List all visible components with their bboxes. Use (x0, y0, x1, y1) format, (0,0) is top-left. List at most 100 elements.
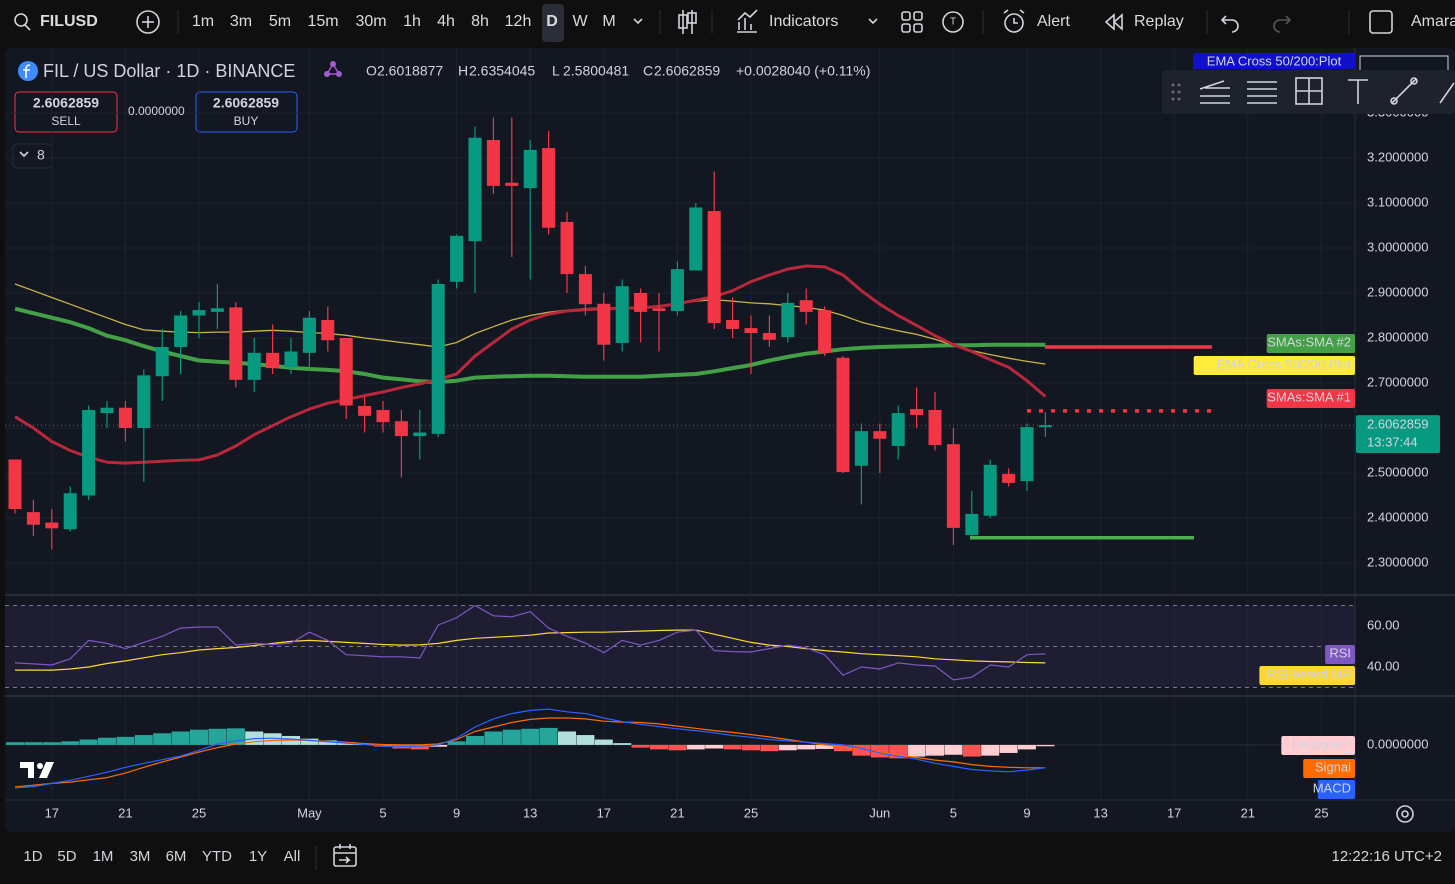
candle-body (192, 310, 206, 316)
candle-body (266, 352, 280, 369)
histogram-bar (190, 729, 208, 745)
range-button[interactable]: 1M (93, 848, 114, 865)
series-label: SMAs:SMA #1 (1267, 389, 1351, 404)
settings-icon[interactable] (1396, 805, 1414, 823)
histogram-bar (576, 735, 595, 745)
indicator-toggle[interactable] (12, 143, 53, 169)
y-tick-label: 2.8000000 (1367, 329, 1428, 344)
range-button[interactable]: 3M (130, 848, 151, 865)
spread: 0.0000000 (128, 104, 185, 118)
histogram-bar (447, 741, 466, 745)
histogram-bar (613, 743, 632, 745)
histogram-bar (705, 744, 724, 749)
candle-body (229, 307, 243, 380)
sell-price[interactable]: 2.6062859 (33, 95, 99, 111)
histogram-bar (1036, 744, 1055, 747)
x-tick-label: 21 (118, 805, 132, 820)
candle-body (302, 317, 316, 353)
sell-button[interactable] (14, 91, 118, 133)
histogram-bar (981, 744, 1000, 756)
candle-body (652, 308, 666, 311)
clock[interactable]: 12:22:16 UTC+2 (1332, 848, 1443, 865)
indicators-button[interactable]: Indicators (769, 13, 838, 30)
interval-button[interactable]: 15m (307, 13, 338, 30)
y-tick-label: 60.00 (1367, 617, 1400, 632)
user-name[interactable]: Amara (1411, 13, 1455, 30)
replay-button[interactable]: Replay (1134, 13, 1184, 30)
candle-body (597, 303, 611, 345)
range-button[interactable]: 5D (57, 848, 76, 865)
buy-label[interactable]: BUY (234, 114, 259, 128)
interval-button[interactable]: 30m (355, 13, 386, 30)
candle-body (946, 444, 960, 528)
interval-button[interactable]: M (602, 13, 615, 30)
range-button[interactable]: 6M (166, 848, 187, 865)
x-tick-label: 25 (744, 805, 758, 820)
histogram-bar (631, 744, 650, 748)
candle-body (26, 512, 40, 525)
interval-button[interactable]: 1m (192, 13, 214, 30)
indicator-line (15, 629, 1046, 671)
histogram-bar (153, 733, 172, 745)
range-button[interactable]: 1D (23, 848, 42, 865)
interval-button[interactable]: 12h (505, 13, 532, 30)
candle-body (891, 413, 905, 446)
date-range-icon[interactable] (333, 844, 357, 867)
drawing-tools (1171, 77, 1455, 105)
top-tag: EMA Cross 50/200:Plot (1207, 53, 1342, 68)
histogram-bar (539, 727, 558, 745)
histogram-bar (484, 731, 503, 745)
histogram-bar (760, 744, 779, 752)
candle-body (560, 221, 574, 275)
interval-button[interactable]: 4h (437, 13, 455, 30)
interval-button[interactable]: 1h (403, 13, 421, 30)
interval-button[interactable]: 8h (471, 13, 489, 30)
x-tick-label: 25 (1314, 805, 1328, 820)
histogram-bar (429, 744, 448, 747)
candle-body (910, 409, 924, 415)
histogram-bar (962, 744, 981, 757)
candle-body (321, 319, 335, 341)
alert-button[interactable]: Alert (1037, 13, 1070, 30)
x-tick-label: 9 (453, 805, 460, 820)
sell-label[interactable]: SELL (51, 114, 81, 128)
data-source-icon (324, 61, 342, 77)
histogram-bar (778, 744, 797, 751)
buy-button[interactable] (195, 91, 298, 133)
range-button[interactable]: 1Y (249, 848, 267, 865)
series-label-bg (1303, 759, 1355, 778)
x-tick-label: 17 (45, 805, 59, 820)
histogram-bar (1018, 744, 1036, 750)
x-tick-label: 17 (597, 805, 611, 820)
histogram-bar (208, 728, 227, 745)
price-label-bg (1356, 415, 1440, 454)
interval-button[interactable]: 3m (230, 13, 252, 30)
candle-body (634, 292, 648, 312)
indicator-count[interactable]: 8 (37, 147, 45, 163)
candle-body (854, 431, 868, 466)
candle-body (100, 407, 114, 414)
symbol: FILUSD (40, 13, 98, 30)
y-tick-label: 3.0000000 (1367, 239, 1428, 254)
candle-body (578, 274, 592, 305)
range-button[interactable]: All (284, 848, 301, 865)
histogram-bar (742, 744, 760, 751)
histogram-bar (466, 735, 484, 745)
histogram-bar (650, 744, 668, 750)
interval-button[interactable]: 5m (269, 13, 291, 30)
interval-button[interactable]: D (546, 13, 558, 30)
buy-price[interactable]: 2.6062859 (213, 95, 279, 111)
candle-body (339, 337, 353, 406)
candle-body (63, 493, 77, 530)
range-button[interactable]: YTD (202, 848, 232, 865)
ohlc-key: H (458, 63, 468, 79)
x-tick-label: 21 (670, 805, 684, 820)
candle-body (8, 459, 22, 509)
x-tick-label: 21 (1241, 805, 1255, 820)
candle-body (358, 405, 372, 416)
active-interval-bg (542, 4, 564, 42)
interval-button[interactable]: W (572, 13, 588, 30)
candle-body (394, 421, 408, 437)
x-tick-label: 25 (192, 805, 206, 820)
